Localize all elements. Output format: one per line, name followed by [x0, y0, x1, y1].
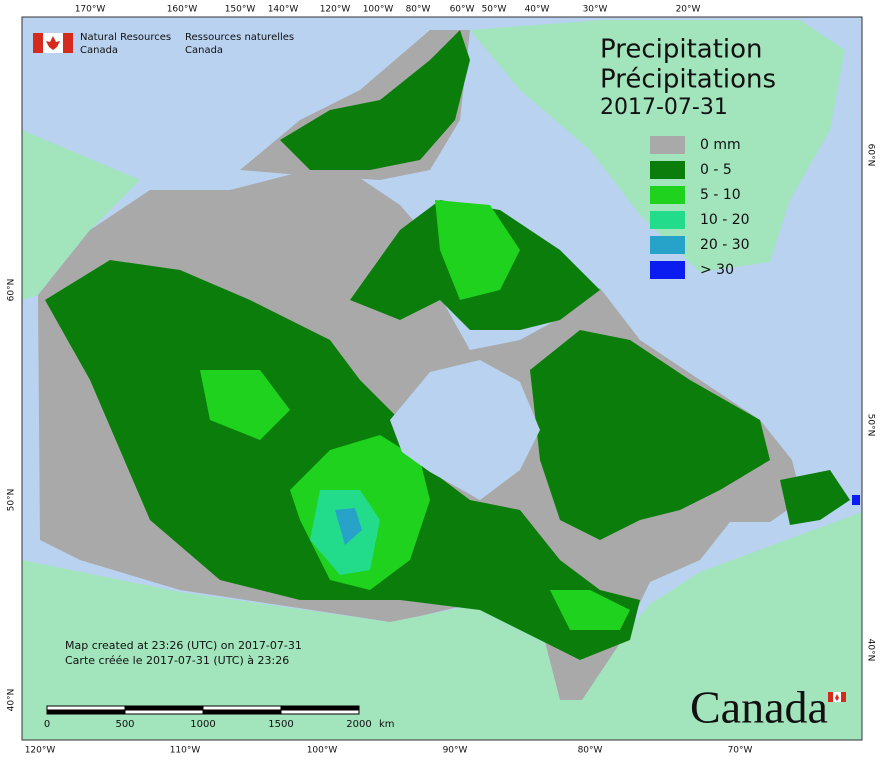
lon-label: 100°W [363, 5, 394, 15]
scale-label: 2000 [346, 719, 371, 730]
wordmark: Canada [690, 682, 828, 733]
scale-label: 0 [44, 719, 50, 730]
lon-label: 30°W [583, 5, 608, 15]
scale-unit: km [379, 719, 395, 730]
lon-label: 80°W [578, 746, 603, 756]
title-en: Precipitation [600, 35, 763, 65]
scale-label: 1000 [190, 719, 215, 730]
scale-segment [124, 709, 204, 715]
legend-swatch [650, 186, 685, 204]
scale-segment [202, 709, 282, 715]
date: 2017-07-31 [600, 95, 728, 120]
note: Map created at 23:26 (UTC) on 2017-07-31 [65, 639, 302, 652]
scale-segment [202, 705, 282, 711]
lon-label: 90°W [443, 746, 468, 756]
legend-label: 5 - 10 [700, 187, 741, 203]
lon-label: 120°W [25, 746, 56, 756]
lon-label: 60°W [450, 5, 475, 15]
scale-segment [46, 709, 126, 715]
lon-label: 160°W [167, 5, 198, 15]
scale-segment [280, 705, 360, 711]
lon-label: 40°W [525, 5, 550, 15]
lon-label: 80°W [406, 5, 431, 15]
legend-swatch [650, 236, 685, 254]
lon-label: 170°W [75, 5, 106, 15]
legend-label: 20 - 30 [700, 237, 750, 253]
org-fr: Canada [185, 45, 223, 56]
title-fr: Précipitations [600, 65, 776, 95]
lon-label: 20°W [676, 5, 701, 15]
legend-label: > 30 [700, 262, 734, 278]
org-en: Natural Resources [80, 32, 171, 43]
lat-label: 40°N [7, 689, 17, 712]
legend-label: 10 - 20 [700, 212, 750, 228]
legend-swatch [650, 136, 685, 154]
lon-label: 120°W [320, 5, 351, 15]
scale-segment [46, 705, 126, 711]
map-frame [21, 16, 863, 741]
flag-icon [33, 33, 73, 53]
lat-label: 60°N [7, 279, 17, 302]
map-land [22, 20, 862, 740]
lon-label: 110°W [170, 746, 201, 756]
flag-icon [828, 692, 846, 702]
lon-label: 70°W [728, 746, 753, 756]
org-en: Canada [80, 45, 118, 56]
scale-segment [280, 709, 360, 715]
legend-swatch [650, 261, 685, 279]
lon-label: 50°W [482, 5, 507, 15]
lon-label: 100°W [307, 746, 338, 756]
lat-label: 50°N [866, 414, 876, 437]
org-fr: Ressources naturelles [185, 32, 294, 43]
legend-label: 0 - 5 [700, 162, 732, 178]
scale-label: 1500 [268, 719, 293, 730]
lon-label: 150°W [225, 5, 256, 15]
legend-swatch [650, 211, 685, 229]
lat-label: 40°N [866, 639, 876, 662]
lon-label: 140°W [268, 5, 299, 15]
scale-label: 500 [115, 719, 134, 730]
lat-label: 60°N [866, 144, 876, 167]
scale-segment [124, 705, 204, 711]
legend-swatch [650, 161, 685, 179]
lat-label: 50°N [7, 489, 17, 512]
legend-label: 0 mm [700, 137, 741, 153]
note: Carte créée le 2017-07-31 (UTC) à 23:26 [65, 654, 289, 667]
